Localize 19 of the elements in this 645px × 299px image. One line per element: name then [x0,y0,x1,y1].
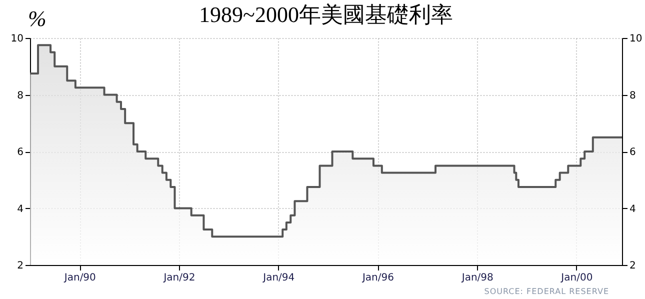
x-tick-label: Jan/94 [262,272,295,284]
source-note: SOURCE: FEDERAL RESERVE [484,287,609,296]
y-tick-label: 6 [17,147,24,158]
x-tick-label: Jan/96 [361,272,394,284]
y2-tick-label: 2 [630,260,636,272]
y-axis-title: % [28,6,46,32]
x-tick-label: Jan/00 [560,272,593,284]
y2-tick-label: 8 [630,90,636,102]
y-tick-label: 4 [17,204,24,215]
y-tick-label: 2 [17,260,24,272]
x-tick-label: Jan/98 [460,272,494,284]
y2-tick-label: 10 [630,34,642,44]
x-tick-label: Jan/90 [63,272,96,284]
y2-tick-label: 4 [630,204,636,215]
y-tick-label: 8 [17,90,24,102]
chart-title: 1989~2000年美國基礎利率 [199,2,453,27]
y-tick-label: 10 [10,34,24,44]
y2-tick-label: 6 [630,147,636,158]
x-tick-label: Jan/92 [162,272,196,284]
